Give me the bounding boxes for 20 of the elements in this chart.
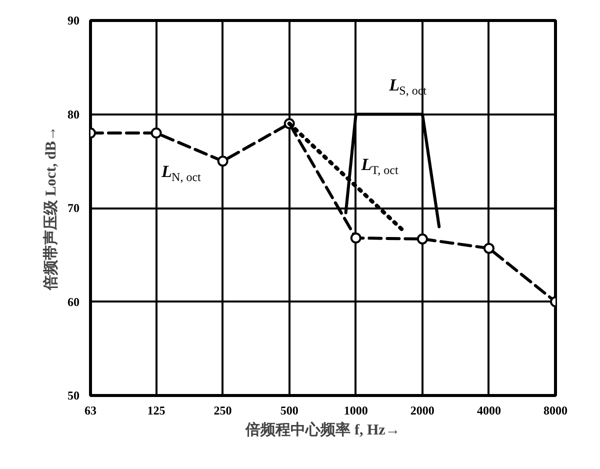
y-tick-label: 90: [68, 14, 80, 28]
y-tick-label: 70: [68, 201, 80, 215]
point: [416, 233, 428, 244]
y-tick-label: 60: [68, 294, 80, 309]
point: [150, 128, 162, 138]
x-axis-title: 倍频程中心频率 f, Hz→: [244, 420, 400, 438]
y-tick-label: 80: [68, 107, 80, 122]
x-tick-label: 2000: [410, 404, 434, 418]
point: [483, 242, 494, 254]
x-tick-label: 125: [147, 404, 166, 418]
point: [217, 156, 228, 167]
x-tick-label: 1000: [344, 404, 368, 418]
x-tick-label: 4000: [476, 404, 501, 418]
y-axis-title: 倍频带声压级 Loct, dB→: [42, 126, 60, 291]
y-tick-label: 50: [68, 388, 80, 402]
point: [350, 232, 362, 244]
x-tick-label: 8000: [544, 404, 568, 418]
x-tick-label: 250: [214, 404, 232, 418]
x-tick-label: 63: [84, 404, 96, 418]
x-tick-label: 500: [280, 404, 298, 418]
